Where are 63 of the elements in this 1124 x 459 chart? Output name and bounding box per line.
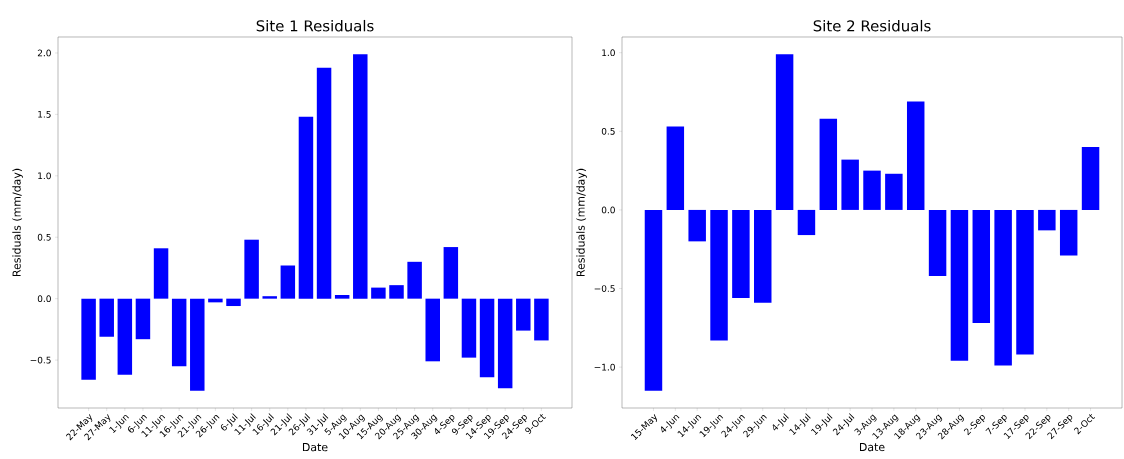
y-tick-label: −0.5 [594, 285, 615, 292]
bar [775, 54, 794, 210]
bar [425, 298, 440, 362]
bar [906, 101, 925, 210]
bar [389, 285, 404, 299]
bar [1059, 209, 1078, 256]
y-tick-label: 1.0 [38, 172, 51, 180]
bar [479, 298, 495, 378]
bar [863, 170, 881, 210]
bar [950, 209, 969, 361]
bar [371, 287, 386, 299]
y-tick-label: 0.0 [37, 295, 51, 303]
bar [190, 298, 205, 391]
bar [928, 209, 947, 276]
bar [1081, 147, 1100, 210]
x-axis-title: Date [859, 443, 885, 452]
bar [710, 209, 728, 341]
bar [117, 298, 133, 375]
y-tick-label: 1.0 [602, 49, 615, 57]
bar [516, 298, 531, 331]
y-tick-label: −1.0 [594, 363, 615, 371]
bar [1038, 209, 1056, 231]
bar [1016, 209, 1034, 355]
bar [994, 209, 1012, 366]
bar [407, 261, 422, 299]
bar [841, 159, 859, 210]
bar [153, 248, 169, 299]
bar [99, 298, 114, 337]
chart-title: Site 1 Residuals [256, 19, 374, 32]
bar [461, 298, 477, 358]
bar [666, 126, 685, 210]
bar [797, 209, 816, 236]
bar [171, 298, 187, 367]
y-tick-label: 2.0 [37, 49, 51, 57]
y-tick-label: 0.5 [601, 127, 615, 135]
bar [316, 67, 332, 299]
bar [732, 209, 750, 298]
chart-title: Site 2 Residuals [813, 19, 931, 32]
bar [443, 247, 459, 299]
y-tick-label: 0.5 [37, 233, 51, 241]
y-tick-label: −0.5 [30, 356, 51, 364]
bar [972, 209, 991, 324]
bar [644, 209, 663, 391]
bar [754, 209, 772, 303]
x-axis-title: Date [302, 443, 328, 452]
bar [280, 265, 296, 299]
bar [298, 116, 314, 299]
bar [81, 298, 96, 380]
bar [262, 296, 277, 299]
y-axis-title: Residuals (mm/day) [576, 168, 587, 277]
bar [885, 173, 903, 210]
y-axis-title: Residuals (mm/day) [12, 168, 23, 277]
bar [497, 298, 513, 389]
bar [534, 298, 549, 341]
bar [334, 294, 350, 299]
bar [353, 54, 368, 299]
bar [135, 298, 151, 340]
y-tick-label: 0.0 [601, 206, 615, 214]
bar [688, 209, 706, 242]
bar [226, 298, 241, 307]
y-tick-label: 1.5 [38, 111, 51, 118]
bar [819, 118, 838, 210]
bar [244, 239, 259, 299]
